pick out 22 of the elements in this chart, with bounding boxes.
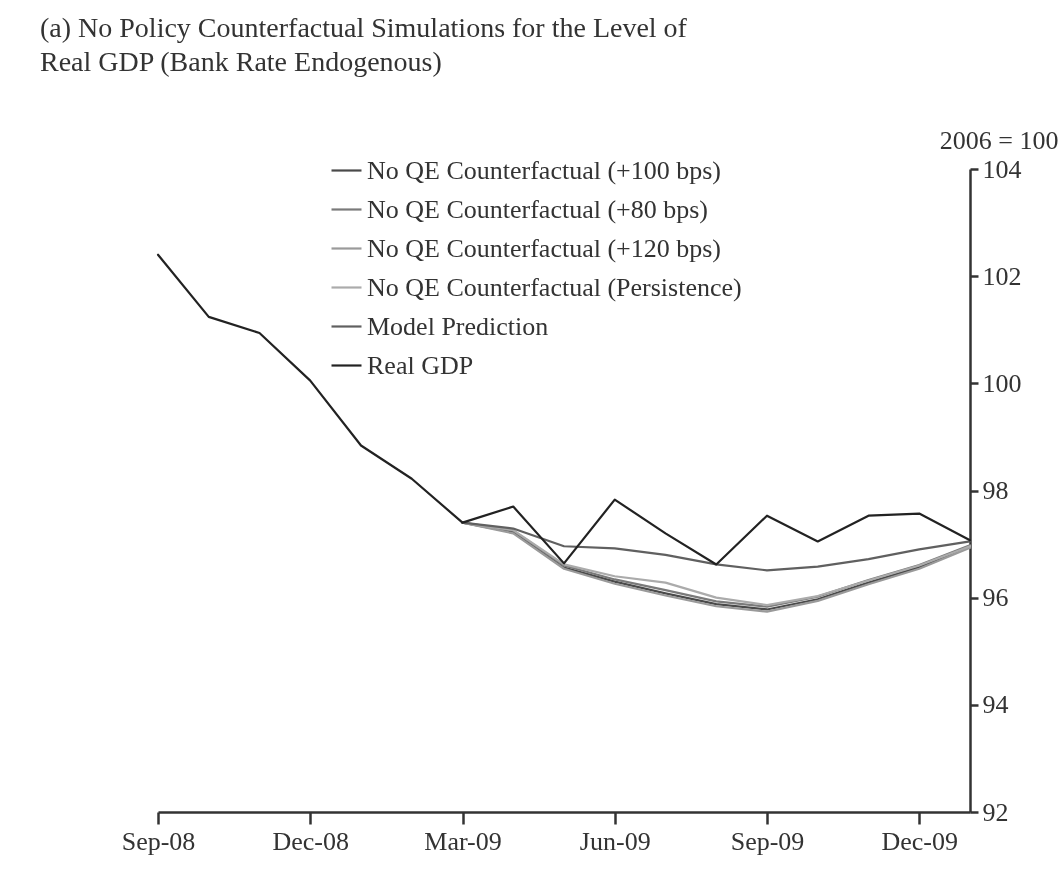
legend-label: No QE Counterfactual (+100 bps) bbox=[367, 155, 722, 185]
y-tick-label: 104 bbox=[982, 154, 1022, 184]
legend-label: Model Prediction bbox=[367, 311, 549, 341]
x-tick-label: Jun-09 bbox=[579, 826, 651, 856]
x-tick-label: Sep-08 bbox=[121, 826, 196, 856]
y-tick-label: 98 bbox=[982, 476, 1009, 505]
y-tick-label: 92 bbox=[982, 797, 1009, 827]
x-tick-label: Dec-08 bbox=[272, 826, 350, 856]
y-axis-title: 2006 = 100 bbox=[939, 125, 1059, 155]
x-tick-label: Mar-09 bbox=[424, 826, 502, 856]
x-tick-label: Sep-09 bbox=[730, 826, 805, 856]
legend-label: Real GDP bbox=[367, 350, 474, 380]
y-tick-label: 102 bbox=[982, 261, 1022, 291]
y-tick-label: 94 bbox=[982, 690, 1009, 720]
legend-label: No QE Counterfactual (+80 bps) bbox=[367, 194, 709, 224]
chart-title: (a) No Policy Counterfactual Simulations for the Level of Real GDP (Bank Rate Endogenous) bbox=[40, 12, 688, 77]
line-series bbox=[461, 521, 972, 572]
y-tick-label: 100 bbox=[982, 368, 1022, 398]
y-tick-label: 96 bbox=[982, 583, 1009, 613]
legend-label: No QE Counterfactual (Persistence) bbox=[367, 272, 742, 302]
legend-label: No QE Counterfactual (+120 bps) bbox=[367, 233, 722, 263]
x-tick-label: Dec-09 bbox=[881, 826, 959, 856]
